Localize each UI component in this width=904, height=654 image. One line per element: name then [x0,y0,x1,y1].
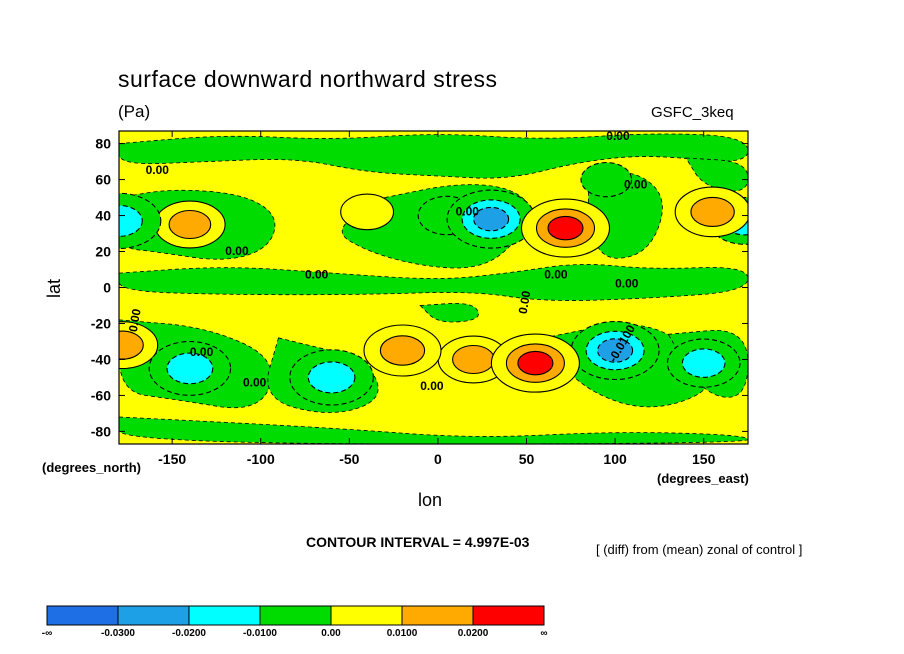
contour-label: 0.00 [190,345,214,359]
contour-cell [690,196,735,227]
negative-region [119,264,748,301]
contour-cell [580,161,633,198]
x-tick-label: -50 [339,451,359,467]
y-tick-label: -80 [91,423,111,439]
x-tick-label: 0 [434,451,442,467]
negative-region [419,303,479,323]
x-tick-label: -150 [158,451,186,467]
contour-cell [340,193,395,231]
contour-label: 0.00 [126,307,144,333]
contour-label: 0.00 [420,379,444,393]
colorbar-label: -∞ [41,628,53,639]
contour-cell [597,338,634,363]
colorbar-label: 0.00 [321,628,341,639]
y-tick-label: 20 [95,244,111,260]
contour-cell [547,215,584,241]
contour-cell [517,350,554,376]
x-units-label: (degrees_east) [657,471,749,486]
colorbar-swatch [46,605,119,626]
y-tick-label: -20 [91,315,111,331]
x-axis-label: lon [418,490,443,510]
contour-cell [473,206,510,232]
colorbar-swatch [401,605,474,626]
colorbar-label: -0.0100 [243,628,277,639]
colorbar-swatch [330,605,403,626]
x-tick-label: -100 [247,451,275,467]
contour-interval: CONTOUR INTERVAL = 4.997E-03 [306,534,530,550]
x-tick-label: 100 [603,451,627,467]
chart-title: surface downward northward stress [118,66,498,92]
x-tick-label: 50 [519,451,535,467]
axis-ticks: -150 -100 -50 0 50 100 150 80 60 40 20 0 -20 -40 -60 -8… [91,131,748,467]
contour-label: 0.00 [606,129,630,143]
units-label: (Pa) [118,102,151,121]
contour-label: 0.00 [456,205,480,219]
y-tick-label: -60 [91,387,111,403]
contour-label: 0.00 [243,375,267,389]
y-units-label: (degrees_north) [42,460,141,475]
contour-label: 0.00 [624,178,648,192]
filled-contours [119,131,748,444]
contour-cell [168,209,212,240]
difference-note: [ (diff) from (mean) zonal of control ] [596,542,803,557]
contour-label: 0.00 [516,289,534,315]
colorbar-label: 0.0200 [457,628,489,639]
contour-cell [119,204,143,237]
contour-label: 0.00 [305,268,329,282]
colorbar-label: 0.0100 [386,628,418,639]
contour-cell [307,361,356,394]
colorbar-swatch [188,605,261,626]
negative-region [119,416,748,444]
colorbar-label: -0.0200 [172,628,206,639]
contour-cell [379,335,426,366]
y-tick-label: 80 [95,136,111,152]
contour-cell [166,352,214,385]
y-tick-label: 0 [103,280,111,296]
contour-label: 0.00 [544,268,568,282]
colorbar-label: ∞ [540,628,548,639]
contour-label: 0.00 [146,163,170,177]
contour-label: 0.00 [615,277,639,291]
x-tick-label: 150 [692,451,716,467]
y-tick-label: 40 [95,208,111,224]
colorbar-swatch [117,605,190,626]
y-tick-label: 60 [95,172,111,188]
colorbar-swatch [472,605,545,626]
colorbar-label: -0.0300 [101,628,135,639]
contour-label: 0.00 [225,244,249,258]
contour-cell [681,348,726,378]
colorbar-swatch [259,605,332,626]
y-tick-label: -40 [91,351,111,367]
model-label: GSFC_3keq [651,104,734,121]
